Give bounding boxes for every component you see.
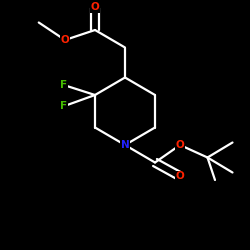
Text: O: O (176, 171, 184, 181)
Text: O: O (176, 140, 184, 150)
Text: F: F (60, 101, 67, 111)
Text: O: O (60, 35, 70, 45)
Text: F: F (60, 80, 67, 90)
Text: O: O (90, 2, 100, 12)
Text: N: N (120, 140, 130, 150)
